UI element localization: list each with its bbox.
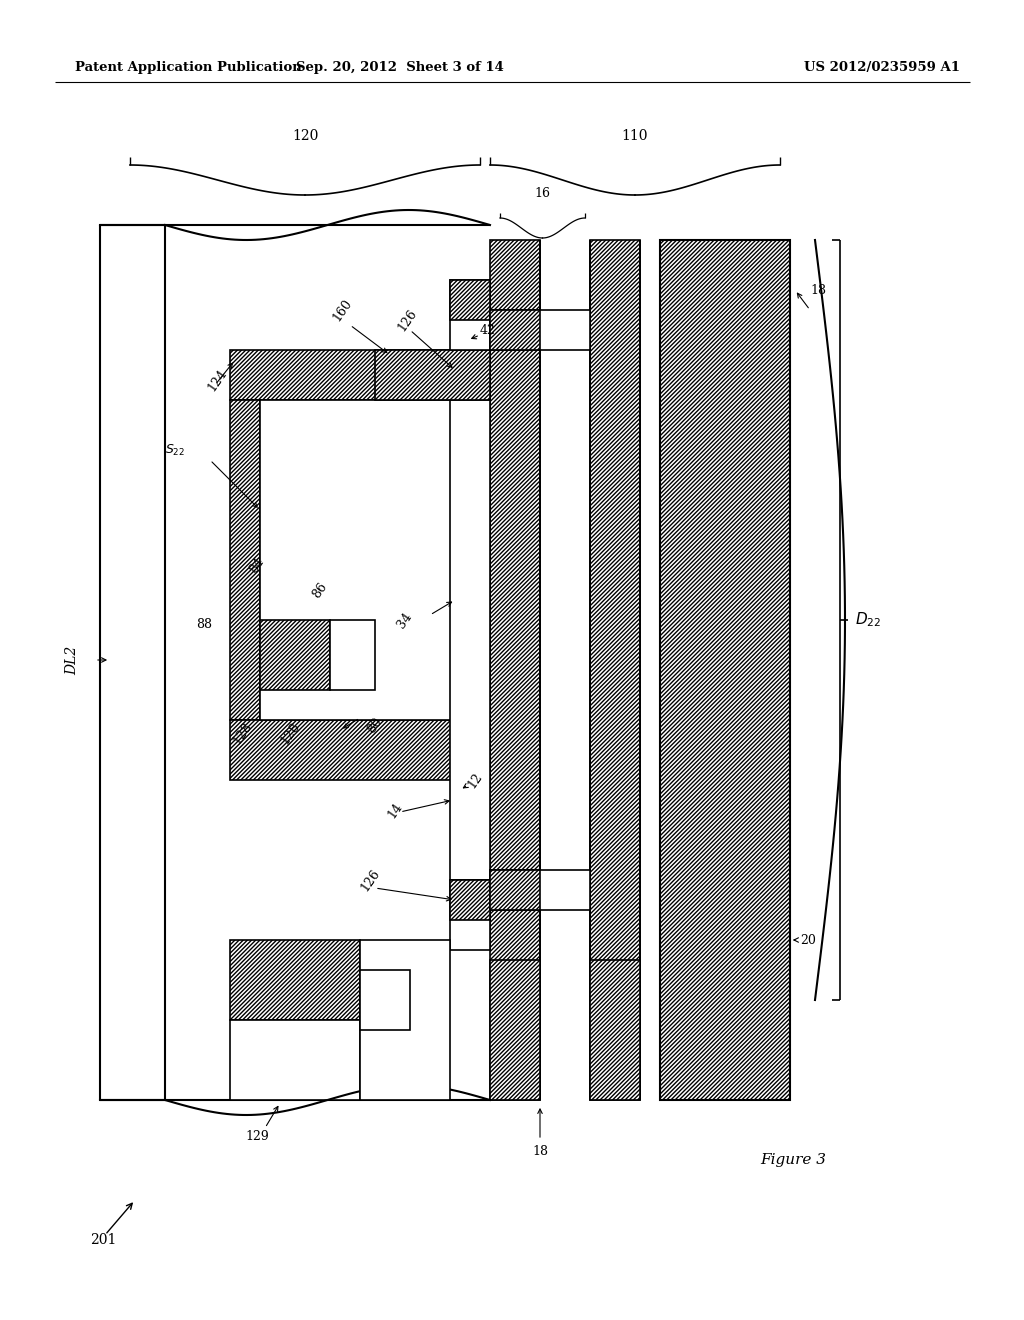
Text: $D_{22}$: $D_{22}$ xyxy=(855,611,882,630)
Text: 126: 126 xyxy=(358,866,382,894)
Bar xyxy=(360,940,450,1100)
Text: 124: 124 xyxy=(205,367,229,393)
Bar xyxy=(490,960,540,1100)
Text: US 2012/0235959 A1: US 2012/0235959 A1 xyxy=(804,62,961,74)
Bar xyxy=(490,310,540,350)
Bar xyxy=(360,970,410,1030)
Bar xyxy=(330,620,375,690)
Bar xyxy=(590,240,640,1100)
Bar xyxy=(590,960,640,1100)
Text: 86: 86 xyxy=(310,579,330,601)
Bar xyxy=(260,620,330,690)
Text: 128: 128 xyxy=(229,719,254,747)
Text: 160: 160 xyxy=(330,297,354,323)
Bar xyxy=(230,719,490,780)
Text: Figure 3: Figure 3 xyxy=(760,1152,826,1167)
Bar xyxy=(230,350,490,400)
Text: 16: 16 xyxy=(535,187,551,201)
Text: 201: 201 xyxy=(90,1233,117,1247)
Bar xyxy=(450,880,490,920)
Bar xyxy=(230,400,260,719)
Text: 128: 128 xyxy=(278,719,302,747)
Bar xyxy=(490,310,590,350)
Text: 34: 34 xyxy=(395,610,415,630)
Text: 110: 110 xyxy=(622,129,648,143)
Text: 129: 129 xyxy=(245,1130,268,1143)
Text: 18: 18 xyxy=(532,1144,548,1158)
Text: Sep. 20, 2012  Sheet 3 of 14: Sep. 20, 2012 Sheet 3 of 14 xyxy=(296,62,504,74)
Text: 80: 80 xyxy=(365,715,385,735)
Text: 14: 14 xyxy=(385,800,404,820)
Bar xyxy=(490,240,540,1100)
Bar xyxy=(230,1020,360,1100)
Text: 12: 12 xyxy=(465,770,484,791)
Bar xyxy=(450,880,490,950)
Text: 120: 120 xyxy=(292,129,318,143)
Bar xyxy=(450,280,490,319)
Text: 18: 18 xyxy=(810,284,826,297)
Bar xyxy=(490,870,590,909)
Bar xyxy=(450,400,490,880)
Bar xyxy=(450,280,490,350)
Text: 42: 42 xyxy=(480,323,496,337)
Text: 88: 88 xyxy=(196,619,212,631)
Bar xyxy=(375,350,490,400)
Bar xyxy=(660,240,790,1100)
Bar xyxy=(640,240,660,1100)
Bar xyxy=(230,940,360,1020)
Text: 84: 84 xyxy=(247,554,267,576)
Text: 20: 20 xyxy=(800,933,816,946)
Text: Patent Application Publication: Patent Application Publication xyxy=(75,62,302,74)
Bar xyxy=(260,400,490,719)
Bar xyxy=(540,240,590,1100)
Text: DL2: DL2 xyxy=(65,645,79,675)
Bar xyxy=(490,870,540,909)
Text: $S_{22}$: $S_{22}$ xyxy=(165,442,185,458)
Text: 126: 126 xyxy=(395,306,420,334)
